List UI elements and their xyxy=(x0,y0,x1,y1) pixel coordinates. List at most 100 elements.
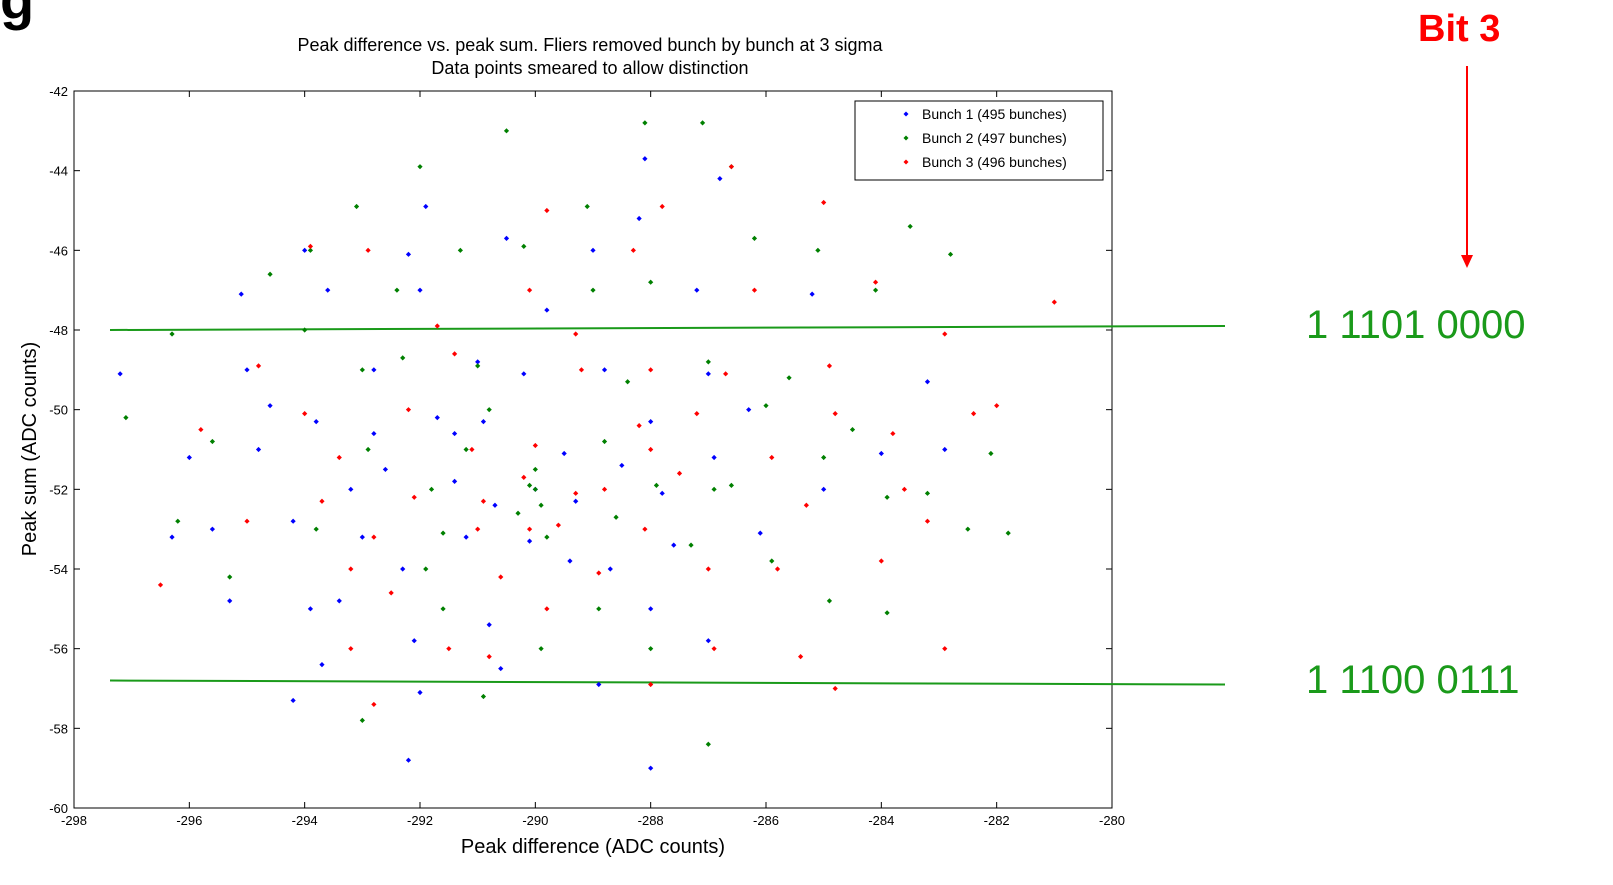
bunch-1-point xyxy=(359,534,365,540)
bunch-2-point xyxy=(227,574,233,580)
legend-marker-bunch-2 xyxy=(903,135,909,141)
bunch-2-point xyxy=(532,486,538,492)
bunch-3-point xyxy=(890,430,896,437)
bunch-2-point xyxy=(769,558,775,564)
bunch-2-point xyxy=(786,375,792,381)
bunch-3-point xyxy=(1051,299,1057,305)
bunch-3-point xyxy=(388,590,394,596)
bunch-3-point xyxy=(798,654,804,660)
bunch-1-point xyxy=(475,359,481,365)
bunch-2-point xyxy=(175,518,181,524)
bunch-3-point xyxy=(769,454,775,461)
bunch-1-point xyxy=(526,538,533,544)
bunch-3-point xyxy=(578,367,585,373)
bunch-3-point xyxy=(475,526,481,532)
bunch-3-point xyxy=(832,685,838,692)
bunch-3-point xyxy=(532,442,538,449)
bunch-3-point xyxy=(434,323,440,329)
bunch-3-point xyxy=(521,474,527,480)
bunch-2-point xyxy=(625,379,631,385)
bunch-3-point xyxy=(469,446,475,453)
bunch-3-point xyxy=(872,279,879,285)
bunch-1-point xyxy=(336,598,342,604)
bunch-2-point xyxy=(307,247,314,253)
bunch-1-point xyxy=(757,530,763,536)
bunch-3-point xyxy=(452,351,458,357)
chart-legend: Bunch 1 (495 bunches) Bunch 2 (497 bunche… xyxy=(854,100,1104,181)
bunch-1-point xyxy=(705,638,711,644)
bunch-1-point xyxy=(417,689,423,696)
bunch-3-point xyxy=(971,411,977,417)
bunch-2-point xyxy=(907,223,913,230)
bunch-2-point xyxy=(688,542,694,548)
bunch-3-point xyxy=(942,331,948,337)
scatter-chart: Peak difference vs. peak sum. Fliers rem… xyxy=(19,35,1226,858)
bunch-2-point xyxy=(884,494,890,500)
bunch-1-point xyxy=(463,534,469,540)
bunch-2-point xyxy=(1005,530,1011,536)
bunch-3-point xyxy=(526,287,533,293)
bunch-1-point xyxy=(169,534,175,540)
bunch-3-point xyxy=(371,534,377,540)
bunch-2-point xyxy=(988,450,994,457)
bunch-1-point xyxy=(642,156,648,162)
bunch-3-point xyxy=(924,518,931,524)
bunch-2-point xyxy=(515,510,521,516)
x-tick-label: -280 xyxy=(1099,813,1125,828)
bunch-2-point xyxy=(590,287,596,293)
lower-bit-code: 1 1100 0111 xyxy=(1306,658,1520,702)
bunch-2-point xyxy=(815,247,821,253)
bunch-2-point xyxy=(705,741,711,747)
bunch-3-point xyxy=(365,247,371,253)
bunch-1-point xyxy=(255,446,262,453)
x-tick-label: -298 xyxy=(61,813,87,828)
bunch-2-point xyxy=(457,247,463,253)
y-tick-label: -52 xyxy=(49,482,68,497)
legend-box xyxy=(854,100,1104,181)
y-tick-label: -56 xyxy=(49,642,68,657)
bunch-1-point xyxy=(590,247,596,253)
bunch-2-point xyxy=(705,359,711,365)
bunch-2-point xyxy=(480,693,487,700)
bunch-3-point xyxy=(826,363,833,369)
bunch-3-point xyxy=(803,502,809,508)
legend-label-bunch-3: Bunch 3 (496 bunches) xyxy=(922,154,1067,170)
bunch-2-point xyxy=(486,407,492,413)
bunch-1-point xyxy=(717,176,723,182)
bunch-2-point xyxy=(965,526,971,532)
bunch-3-point xyxy=(694,411,700,417)
chart-title: Peak difference vs. peak sum. Fliers rem… xyxy=(298,35,884,55)
bunch-2-point xyxy=(924,490,931,496)
bunch-1-point xyxy=(521,371,527,377)
bunch-1-point xyxy=(492,502,498,508)
bunch-1-point xyxy=(452,478,458,484)
bunch-2-point xyxy=(475,363,481,369)
bunch-1-point xyxy=(544,307,550,313)
data-points xyxy=(117,120,1057,771)
bunch-1-point xyxy=(659,490,665,496)
bunch-2-point xyxy=(584,203,590,210)
bunch-2-point xyxy=(763,403,769,409)
reference-lines xyxy=(109,325,1226,686)
bunch-1-point xyxy=(238,291,244,297)
y-tick-label: -60 xyxy=(49,801,68,816)
bunch-3-point xyxy=(821,199,827,206)
bunch-1-point xyxy=(924,379,931,385)
bunch-3-point xyxy=(711,646,717,652)
bunch-1-point xyxy=(711,454,717,461)
bit-boundary-line xyxy=(109,679,1226,686)
bunch-2-point xyxy=(526,482,533,488)
bunch-3-point xyxy=(994,403,1000,409)
bunch-2-point xyxy=(169,331,175,337)
bunch-3-point xyxy=(544,606,550,612)
bunch-1-point xyxy=(434,415,440,421)
bunch-1-point xyxy=(319,662,325,668)
bunch-1-point xyxy=(573,498,579,504)
bunch-1-point xyxy=(417,287,423,293)
slide-heading-fragment: g xyxy=(0,0,34,28)
bunch-2-point xyxy=(711,486,717,492)
chart-subtitle: Data points smeared to allow distinction xyxy=(431,58,748,78)
bunch-1-point xyxy=(290,518,296,524)
bunch-3-point xyxy=(348,566,354,572)
y-tick-label: -46 xyxy=(49,243,68,258)
